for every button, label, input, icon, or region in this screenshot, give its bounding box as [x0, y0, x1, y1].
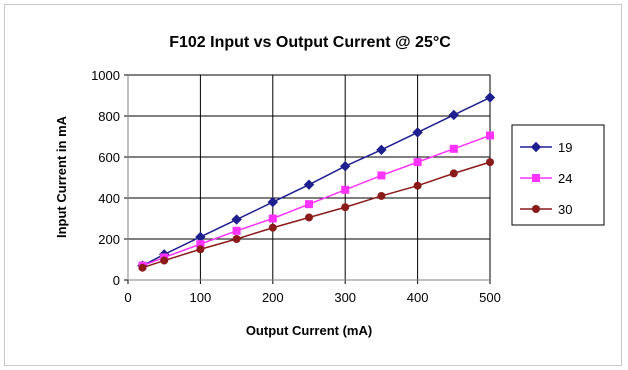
legend-label-19: 19: [558, 140, 572, 155]
data-point-24: [341, 185, 350, 194]
tick-labels: 0 200 400 600 800 1000 0 100 200 300 400 500: [91, 68, 501, 305]
data-point-30: [196, 245, 205, 254]
x-tick-label: 0: [124, 290, 131, 305]
data-point-24: [449, 144, 458, 153]
plot-area: 0 200 400 600 800 1000 0 100 200 300 400 500: [91, 68, 501, 305]
series-layer: [137, 92, 496, 272]
data-point-19: [412, 127, 423, 138]
x-tick-label: 400: [407, 290, 429, 305]
x-tick-label: 200: [262, 290, 284, 305]
plot-background: [127, 74, 491, 281]
data-point-19: [448, 109, 460, 121]
chart-title: F102 Input vs Output Current @ 25°C: [169, 34, 451, 51]
data-point-24: [413, 158, 422, 167]
y-tick-label: 800: [98, 109, 120, 124]
data-point-19: [484, 92, 496, 103]
legend-label-30: 30: [558, 202, 572, 217]
legend-item-19: 19: [520, 140, 572, 155]
data-point-30: [160, 256, 169, 265]
data-point-19: [339, 161, 351, 172]
data-point-30: [341, 203, 350, 212]
legend-item-30: 30: [520, 202, 572, 217]
legend: 19 24 30: [511, 124, 605, 226]
y-tick-label: 0: [113, 273, 120, 288]
data-point-30: [268, 223, 277, 232]
data-point-19: [267, 196, 279, 208]
legend-label-24: 24: [558, 171, 572, 186]
x-tick-label: 100: [190, 290, 212, 305]
data-point-24: [268, 214, 277, 223]
data-point-24: [232, 226, 241, 235]
x-axis-title: Output Current (mA): [246, 323, 372, 338]
legend-marker-24: [532, 174, 540, 182]
legend-marker-19: [530, 141, 542, 153]
data-point-24: [377, 171, 386, 180]
data-point-30: [377, 191, 386, 200]
legend-item-24: 24: [520, 171, 572, 186]
data-point-19: [231, 214, 242, 225]
x-tick-label: 300: [334, 290, 356, 305]
data-point-24: [196, 240, 205, 249]
legend-marker-30: [532, 205, 540, 213]
data-point-30: [449, 169, 458, 178]
y-tick-label: 400: [98, 191, 120, 206]
data-point-30: [413, 181, 422, 190]
data-point-24: [486, 131, 494, 140]
y-tick-label: 600: [98, 150, 120, 165]
data-point-30: [305, 213, 313, 222]
data-point-30: [486, 158, 494, 167]
data-point-19: [376, 144, 387, 156]
data-point-24: [305, 200, 313, 209]
y-axis-title: Input Current in mA: [54, 115, 69, 238]
x-tick-label: 500: [479, 290, 501, 305]
series-30: [138, 158, 494, 272]
data-point-19: [303, 179, 315, 190]
y-tick-label: 1000: [91, 68, 120, 83]
data-point-30: [138, 263, 147, 272]
data-point-30: [232, 235, 241, 243]
y-tick-label: 200: [98, 232, 120, 247]
